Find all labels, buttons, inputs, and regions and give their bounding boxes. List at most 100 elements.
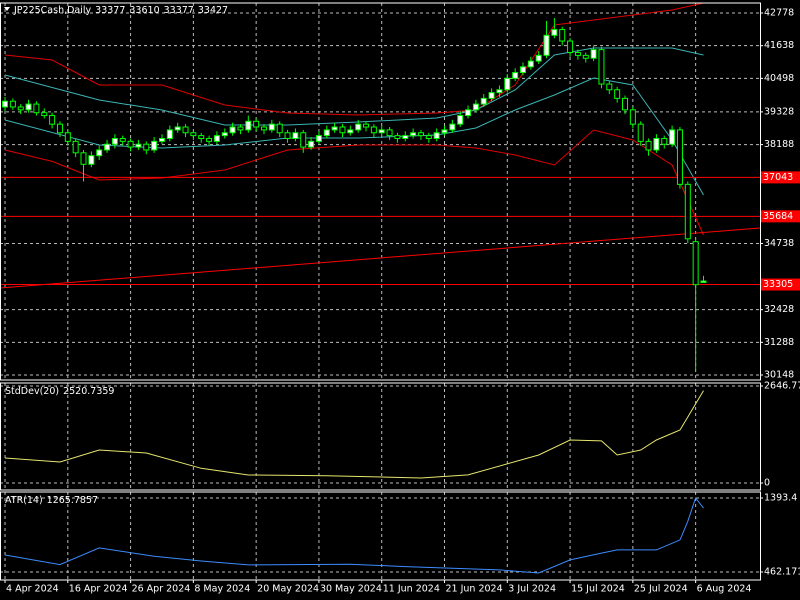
y-tick-label: 0	[764, 478, 770, 489]
candle-body	[410, 132, 417, 137]
candle-body	[49, 115, 56, 125]
level-label: 37043	[763, 172, 793, 183]
candle-body	[370, 126, 377, 134]
candle-body	[645, 140, 652, 151]
candle-body	[25, 103, 32, 111]
y-tick-label: 1393.4	[764, 493, 797, 504]
menu-arrow[interactable]	[4, 7, 10, 11]
candle-body	[559, 29, 566, 42]
candle-body	[253, 120, 260, 128]
candle-body	[56, 123, 63, 134]
candle-body	[64, 132, 71, 142]
ohlc-value: 33377	[95, 5, 125, 16]
candle-body	[598, 49, 605, 85]
x-tick-label: 6 Aug 2024	[697, 584, 752, 595]
ohlc-value: 33610	[129, 5, 159, 16]
y-tick-label: 42778	[764, 8, 794, 19]
level-label: 33305	[763, 279, 793, 290]
candle-body	[166, 129, 173, 139]
candle-body	[614, 89, 621, 99]
indicator-line	[4, 129, 704, 236]
candle-body	[465, 109, 472, 117]
candle-body	[80, 152, 87, 165]
candle-body	[480, 97, 487, 105]
panel: 42778 41638 40498 39328 38188 34738 32428 31288…	[0, 2, 800, 381]
candle-body	[590, 49, 597, 59]
x-tick-label: 26 Apr 2024	[132, 584, 191, 595]
candle-body	[268, 123, 275, 131]
candle-body	[441, 129, 448, 134]
candle-body	[213, 135, 220, 142]
candle-body	[88, 155, 95, 165]
candle-body	[2, 100, 9, 108]
candle-body	[331, 126, 338, 131]
candle-body	[567, 40, 574, 54]
candle-body	[237, 126, 244, 131]
indicator-header: StdDev(20) 2520.7359	[5, 386, 114, 397]
chart-header: JP225Cash,Daily 33377 33610 33377 33427	[13, 5, 228, 16]
x-tick-label: 16 Apr 2024	[69, 584, 128, 595]
candle-body	[496, 89, 503, 94]
candle-body	[394, 135, 401, 139]
indicator-header: ATR(14) 1265.7857	[5, 495, 98, 506]
candle-body	[574, 52, 581, 56]
candle-body	[457, 115, 464, 125]
candle-body	[582, 54, 589, 59]
y-tick-label: 2646.772	[764, 381, 800, 392]
candle-body	[292, 132, 299, 139]
x-tick-label: 8 May 2024	[194, 584, 250, 595]
candle-body	[543, 34, 550, 56]
candle-body	[504, 77, 511, 91]
indicator-line	[4, 496, 704, 574]
candle-body	[104, 143, 111, 151]
y-tick-label: 38188	[764, 139, 794, 150]
y-tick-label: 40498	[764, 73, 794, 84]
indicator-value: 2520.7359	[63, 386, 114, 397]
candle-body	[221, 132, 228, 137]
candle-body	[363, 123, 370, 128]
indicator-line	[4, 2, 704, 116]
candle-body	[669, 129, 676, 145]
candle-body	[315, 135, 322, 142]
candle-body	[158, 137, 165, 142]
indicator-line	[4, 390, 704, 479]
candle-body	[198, 135, 205, 139]
y-tick-label: 39328	[764, 106, 794, 117]
candle-body	[676, 129, 683, 185]
candle-body	[519, 66, 526, 74]
candle-body	[261, 126, 268, 131]
candle-body	[347, 129, 354, 134]
x-tick-label: 4 Apr 2024	[6, 584, 59, 595]
indicator-line	[4, 47, 704, 126]
candle-body	[433, 132, 440, 139]
candle-body	[629, 109, 636, 125]
candle-body	[402, 135, 409, 139]
candle-body	[119, 137, 126, 142]
level-label-bg	[760, 171, 800, 184]
candle-body	[355, 123, 362, 131]
candle-body	[323, 129, 330, 137]
y-tick-label: 34738	[764, 238, 794, 249]
candle-body	[386, 129, 393, 137]
y-tick-label: 32428	[764, 304, 794, 315]
candle-body	[488, 92, 495, 99]
ohlc-value: 33427	[198, 5, 228, 16]
candle-body	[17, 106, 24, 111]
candle-body	[111, 137, 118, 145]
indicator-title: ATR(14)	[5, 495, 43, 506]
candle-body	[512, 72, 519, 79]
candle-body	[637, 123, 644, 142]
panel-border	[0, 382, 761, 491]
candle-body	[135, 143, 142, 148]
candle-body	[190, 132, 197, 137]
candle-body	[692, 241, 699, 286]
candle-body	[174, 126, 181, 131]
candle-body	[284, 132, 291, 139]
ohlc-value: 33377	[164, 5, 194, 16]
indicator-value: 1265.7857	[47, 495, 98, 506]
candle-body	[127, 140, 134, 148]
candle-body	[206, 137, 213, 142]
candle-body	[245, 120, 252, 131]
